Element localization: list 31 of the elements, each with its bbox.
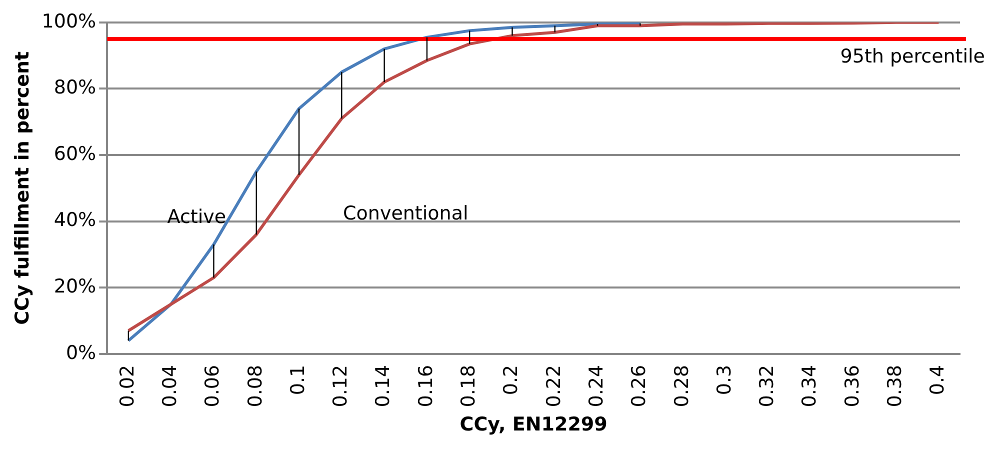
x-tick-label: 0.24 [585, 364, 608, 408]
series-label: Active [167, 206, 226, 228]
y-tick-label: 60% [54, 142, 96, 165]
y-tick-label: 40% [54, 209, 96, 232]
x-tick-label: 0.38 [884, 364, 906, 408]
y-tick-label: 20% [54, 276, 96, 298]
x-tick-label: 0.12 [330, 364, 352, 408]
x-tick-label: 0.02 [116, 364, 138, 408]
ref-line-label: 95th percentile [840, 45, 985, 68]
y-tick-label: 0% [66, 342, 96, 364]
x-tick-label: 0.08 [244, 364, 266, 408]
x-tick-label: 0.06 [202, 364, 224, 408]
y-axis-title: CCy fulfillment in percent [11, 51, 34, 325]
x-tick-label: 0.28 [670, 364, 693, 408]
x-tick-label: 0.32 [756, 364, 778, 408]
x-tick-label: 0.18 [458, 364, 480, 408]
x-tick-label: 0.1 [286, 364, 309, 396]
y-tick-label: 80% [54, 76, 96, 99]
x-tick-label: 0.22 [542, 364, 565, 408]
x-tick-label: 0.4 [926, 364, 949, 396]
x-tick-label: 0.26 [628, 364, 650, 408]
x-axis-title: CCy, EN12299 [460, 414, 608, 436]
x-tick-label: 0.3 [713, 364, 736, 396]
y-tick-label: 100% [42, 10, 96, 32]
text: Conventional [343, 202, 468, 225]
x-tick-label: 0.36 [841, 364, 864, 408]
x-tick-label: 0.04 [159, 364, 182, 408]
x-tick-label: 0.34 [798, 364, 821, 408]
x-tick-label: 0.2 [500, 364, 522, 396]
x-tick-label: 0.16 [414, 364, 437, 408]
x-tick-label: 0.14 [372, 364, 394, 408]
